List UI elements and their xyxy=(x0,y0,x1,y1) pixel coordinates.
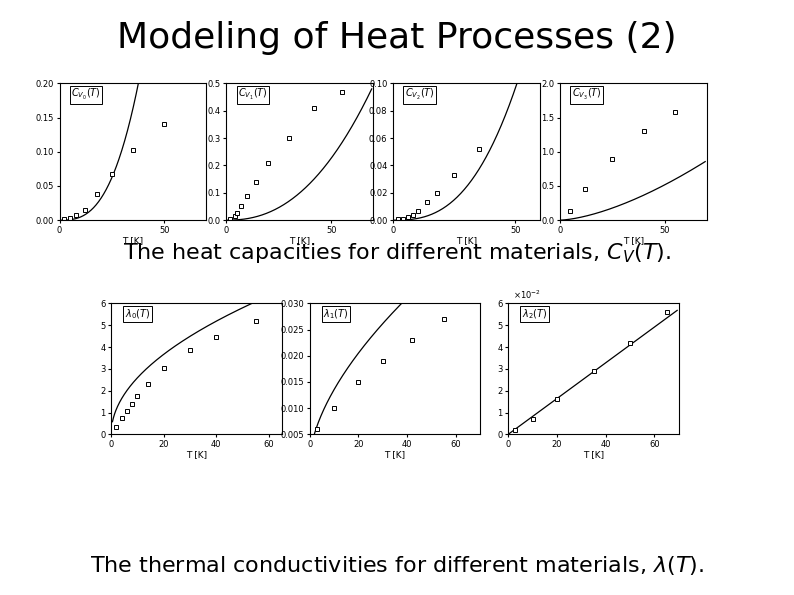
Text: $\lambda_1(T)$: $\lambda_1(T)$ xyxy=(323,308,349,321)
Text: $C_{V_1}(T)$: $C_{V_1}(T)$ xyxy=(238,87,268,102)
Text: $\lambda_0(T)$: $\lambda_0(T)$ xyxy=(125,308,150,321)
Text: $C_{V_0}(T)$: $C_{V_0}(T)$ xyxy=(71,87,101,102)
Text: $\times 10^{-2}$: $\times 10^{-2}$ xyxy=(513,289,542,301)
X-axis label: T [K]: T [K] xyxy=(289,236,310,245)
X-axis label: T [K]: T [K] xyxy=(186,450,207,459)
Text: $\lambda_2(T)$: $\lambda_2(T)$ xyxy=(522,308,547,321)
X-axis label: T [K]: T [K] xyxy=(122,236,144,245)
Text: The heat capacities for different materials, $C_V(T)$.: The heat capacities for different materi… xyxy=(123,241,671,265)
Text: Modeling of Heat Processes (2): Modeling of Heat Processes (2) xyxy=(118,21,676,55)
Text: $C_{V_2}(T)$: $C_{V_2}(T)$ xyxy=(405,87,434,102)
X-axis label: T [K]: T [K] xyxy=(583,450,604,459)
X-axis label: T [K]: T [K] xyxy=(622,236,644,245)
X-axis label: T [K]: T [K] xyxy=(384,450,406,459)
X-axis label: T [K]: T [K] xyxy=(456,236,477,245)
Text: The thermal conductivities for different materials, $\lambda(T)$.: The thermal conductivities for different… xyxy=(90,554,704,577)
Text: $C_{V_3}(T)$: $C_{V_3}(T)$ xyxy=(572,87,601,102)
